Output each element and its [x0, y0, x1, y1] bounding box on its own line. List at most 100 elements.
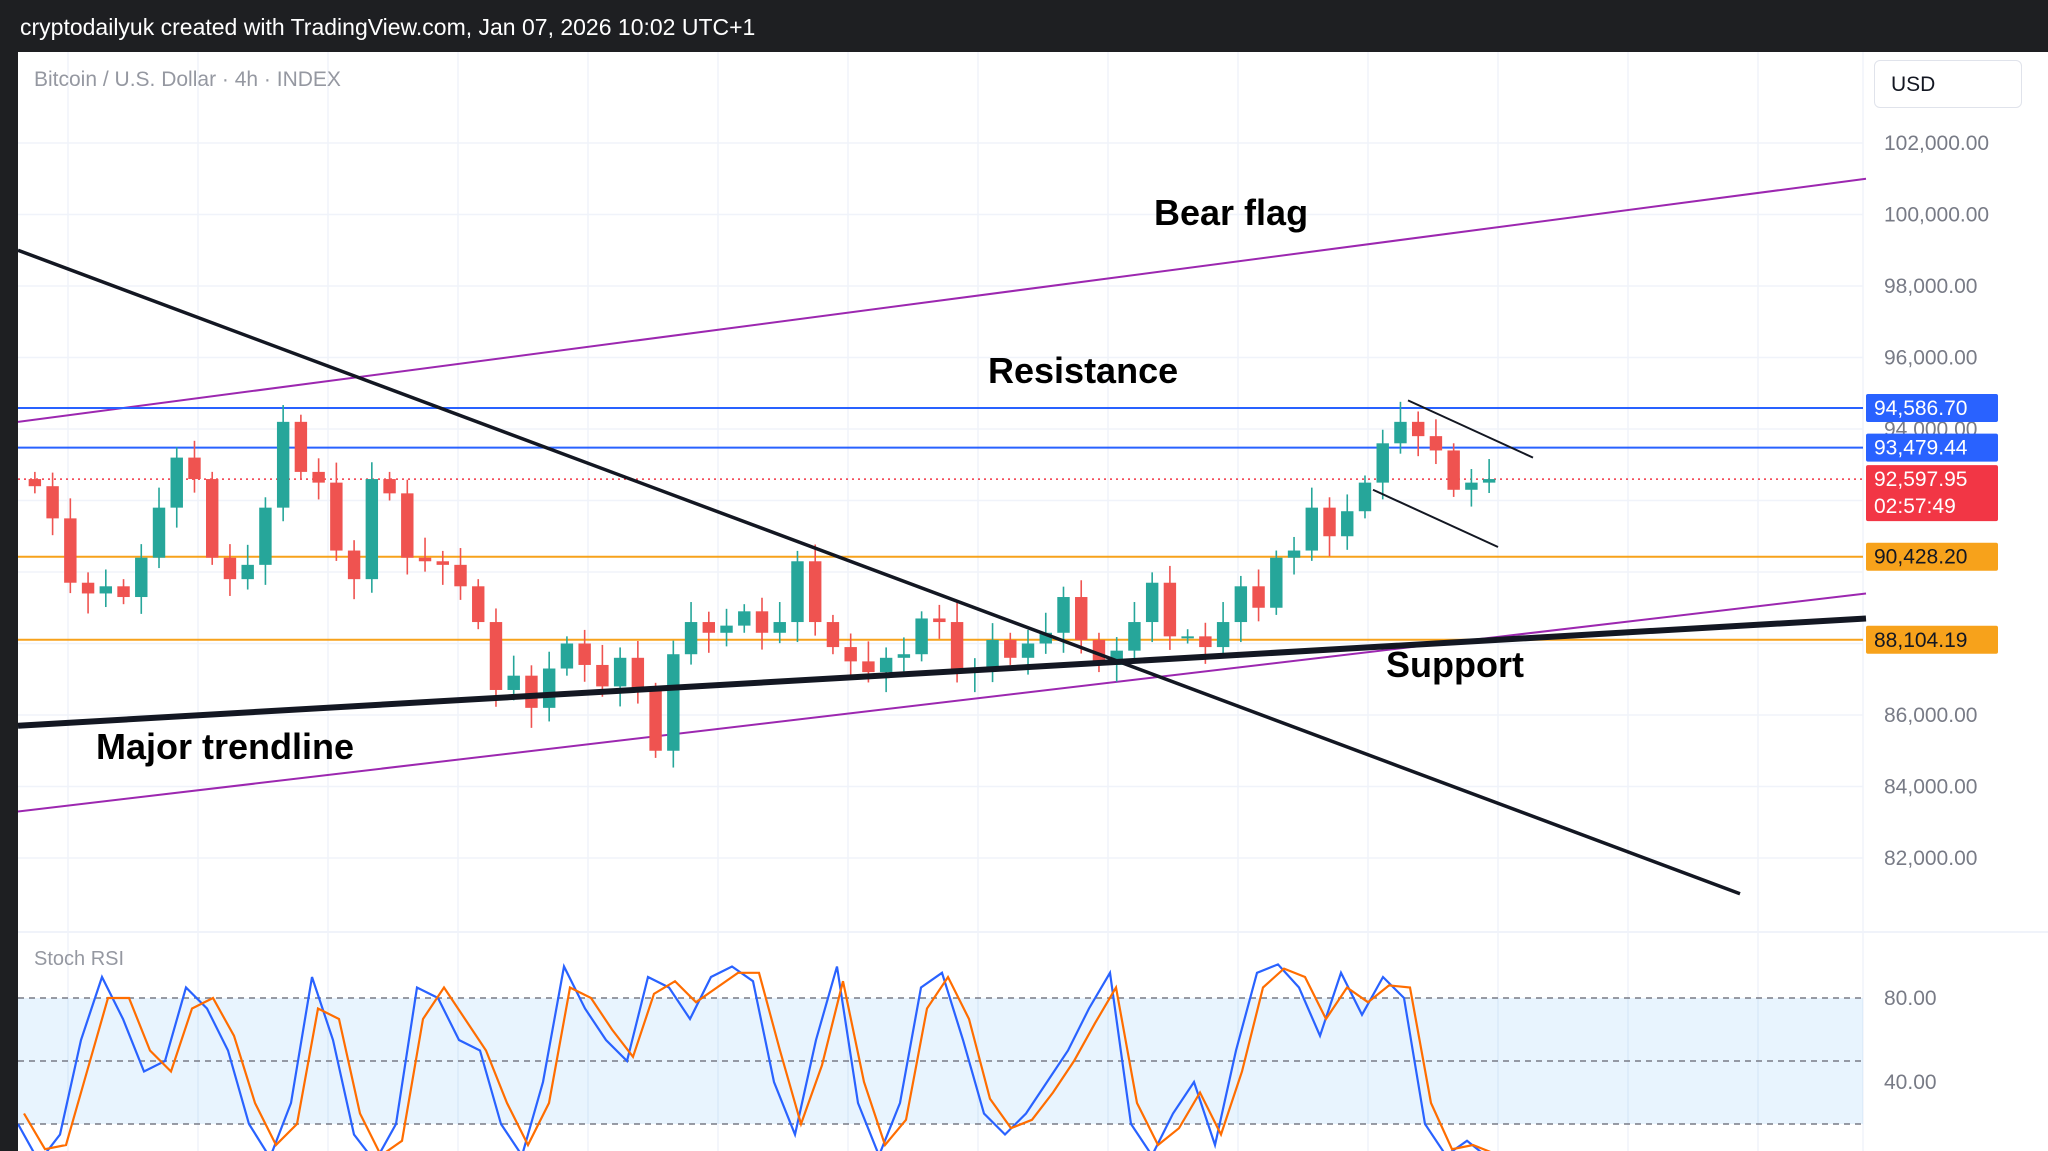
candle-body [454, 564, 467, 587]
candle-body [1234, 586, 1248, 623]
candle-body [1181, 636, 1194, 639]
candle-body [667, 654, 680, 751]
candle-body [1287, 550, 1301, 558]
candle-body [1021, 643, 1035, 658]
candle-body [1358, 482, 1372, 512]
candle-body [649, 689, 662, 751]
bear-flag-lower-line [1372, 488, 1499, 548]
candle-body [684, 622, 698, 655]
candle-body [312, 471, 325, 483]
candle-body [401, 493, 414, 558]
candle-body [1323, 507, 1336, 537]
candle-body [560, 643, 574, 669]
price-axis-tick-label: 100,000.00 [1884, 204, 1989, 227]
stoch-d-line [23, 967, 1491, 1151]
candle-body [791, 561, 804, 623]
candle-body [578, 643, 591, 665]
candle-body [596, 664, 609, 687]
price-axis-tick-label: 102,000.00 [1884, 132, 1989, 155]
price-tag [1866, 542, 1998, 571]
chart-svg[interactable]: 82,000.0084,000.0086,000.0094,000.0096,0… [18, 52, 2048, 1151]
candle-body [99, 586, 113, 594]
candle-body [1394, 421, 1407, 444]
currency-button[interactable]: USD [1874, 60, 2022, 108]
price-tag [1866, 394, 1998, 423]
candle-body [720, 625, 733, 633]
candle-body [1163, 582, 1177, 637]
candle-body [206, 479, 219, 558]
candle-body [915, 618, 928, 655]
stoch-rsi-title: Stoch RSI [34, 948, 125, 970]
candle-body [1004, 639, 1017, 658]
price-axis-tick-label: 82,000.00 [1884, 847, 1977, 870]
candle-body [613, 657, 627, 687]
candle-body [1465, 482, 1478, 490]
candle-body [1057, 597, 1070, 633]
channel-upper-line [18, 177, 1867, 423]
channel-lower-line [18, 592, 1867, 813]
annotation-resistance: Resistance [988, 350, 1179, 391]
stoch-axis-tick-label: 40.00 [1884, 1071, 1937, 1094]
candle-body [897, 654, 911, 658]
candle-body [436, 561, 449, 565]
candle-body [1270, 557, 1283, 608]
price-tag-countdown: 02:57:49 [1874, 495, 1956, 518]
candle-body [472, 586, 485, 623]
price-axis-tick-label: 86,000.00 [1884, 704, 1977, 727]
candle-body [755, 611, 769, 633]
price-tag-label: 94,586.70 [1874, 397, 1967, 420]
candle-body [1216, 622, 1230, 648]
candle-body [330, 482, 343, 551]
candle-body [844, 647, 857, 662]
annotation-bear-flag: Bear flag [1154, 192, 1309, 233]
candle-body [631, 657, 645, 690]
annotation-major-trendline: Major trendline [96, 726, 355, 767]
candle-body [365, 479, 379, 580]
candle-body [542, 668, 556, 708]
candle-body [64, 518, 77, 583]
price-tag [1866, 433, 1998, 462]
candle-body [879, 657, 893, 673]
candle-body [223, 557, 237, 580]
candle-body [862, 661, 875, 673]
candle-body [46, 486, 59, 519]
chart-panel[interactable]: 82,000.00 84,000.00 86,000.00 94,000.00 96,0… [18, 52, 2048, 1151]
candle-body [383, 479, 396, 494]
candle-body [28, 479, 42, 487]
price-tag-label: 93,479.44 [1874, 437, 1968, 460]
candle-body [81, 582, 95, 594]
major-trendline [18, 615, 1867, 729]
candle-body [1411, 421, 1425, 437]
bear-flag-upper-line [1407, 399, 1534, 459]
candle-body [950, 622, 964, 673]
candle-body [489, 622, 503, 690]
candle-body [276, 421, 290, 508]
stoch-axis-tick-label: 80.00 [1884, 987, 1937, 1010]
price-axis-tick-label: 96,000.00 [1884, 347, 1977, 370]
attribution-text: cryptodailyuk created with TradingView.c… [20, 14, 756, 40]
candle-body [1341, 511, 1354, 537]
stoch-k-line [18, 963, 1482, 1151]
candle-body [1075, 597, 1088, 640]
candle-body [259, 507, 272, 565]
candle-body [170, 457, 183, 508]
price-tag [1866, 465, 1998, 522]
candle-body [294, 421, 308, 472]
candle-body [1447, 450, 1460, 490]
candle-body [702, 622, 716, 633]
candle-body [1482, 479, 1496, 483]
candle-body [986, 639, 999, 669]
candle-body [773, 622, 786, 633]
candle-body [241, 564, 254, 580]
descending-trendline [18, 248, 1741, 896]
candle-body [933, 618, 946, 623]
candle-body [117, 586, 130, 598]
price-tag-label: 90,428.20 [1874, 546, 1967, 569]
symbol-title: Bitcoin / U.S. Dollar · 4h · INDEX [34, 68, 341, 91]
candle-body [525, 675, 538, 708]
candle-body [1199, 636, 1212, 648]
candle-body [347, 550, 361, 580]
candle-body [1039, 632, 1052, 644]
price-axis-tick-label: 98,000.00 [1884, 275, 1977, 298]
candle-body [1252, 586, 1265, 608]
